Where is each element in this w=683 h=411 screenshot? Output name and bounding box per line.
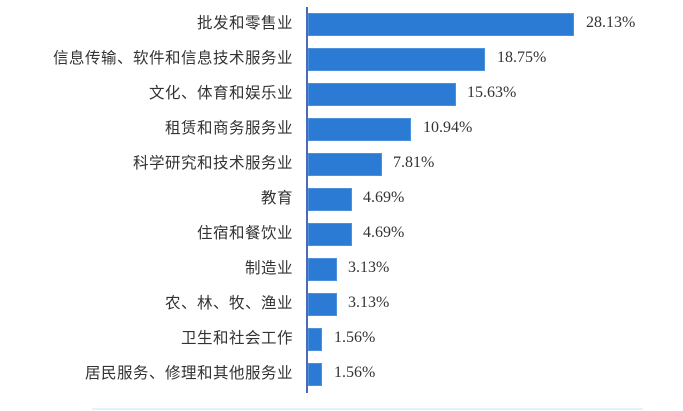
bar (308, 328, 322, 351)
bar (308, 363, 322, 386)
value-label: 28.13% (586, 14, 636, 31)
category-label: 租赁和商务服务业 (164, 119, 293, 137)
bar-row: 居民服务、修理和其他服务业 1.56% (0, 357, 683, 392)
value-label: 15.63% (467, 84, 517, 101)
bar (308, 293, 337, 316)
bar (308, 83, 456, 106)
bar-row: 科学研究和技术服务业 7.81% (0, 147, 683, 182)
bar-row: 文化、体育和娱乐业 15.63% (0, 77, 683, 112)
category-label: 居民服务、修理和其他服务业 (84, 364, 293, 382)
category-label: 信息传输、软件和信息技术服务业 (52, 49, 293, 67)
bar (308, 118, 411, 141)
category-label: 农、林、牧、渔业 (164, 294, 293, 312)
bar-row: 教育 4.69% (0, 182, 683, 217)
bar-row: 租赁和商务服务业 10.94% (0, 112, 683, 147)
bar-row: 信息传输、软件和信息技术服务业 18.75% (0, 42, 683, 77)
value-label: 3.13% (348, 294, 390, 311)
value-label: 1.56% (334, 364, 376, 381)
bar-row: 住宿和餐饮业 4.69% (0, 217, 683, 252)
bar-row: 卫生和社会工作 1.56% (0, 322, 683, 357)
bar (308, 223, 352, 246)
value-label: 3.13% (348, 259, 390, 276)
value-label: 4.69% (363, 224, 405, 241)
category-label: 住宿和餐饮业 (196, 224, 293, 242)
value-label: 1.56% (334, 329, 376, 346)
bar-row: 批发和零售业 28.13% (0, 7, 683, 42)
bar-row: 农、林、牧、渔业 3.13% (0, 287, 683, 322)
bar (308, 48, 485, 71)
value-label: 4.69% (363, 189, 405, 206)
category-label: 科学研究和技术服务业 (132, 154, 293, 172)
value-label: 10.94% (423, 119, 473, 136)
category-label: 批发和零售业 (196, 14, 293, 32)
category-label: 教育 (260, 189, 293, 207)
category-label: 卫生和社会工作 (180, 329, 293, 347)
bar (308, 188, 352, 211)
bar (308, 153, 382, 176)
y-axis-line (306, 7, 308, 393)
category-label: 制造业 (244, 259, 293, 277)
value-label: 18.75% (497, 49, 547, 66)
bottom-border-line (92, 408, 643, 410)
value-label: 7.81% (393, 154, 435, 171)
bar (308, 13, 574, 36)
bar (308, 258, 337, 281)
bar-row: 制造业 3.13% (0, 252, 683, 287)
category-label: 文化、体育和娱乐业 (148, 84, 293, 102)
